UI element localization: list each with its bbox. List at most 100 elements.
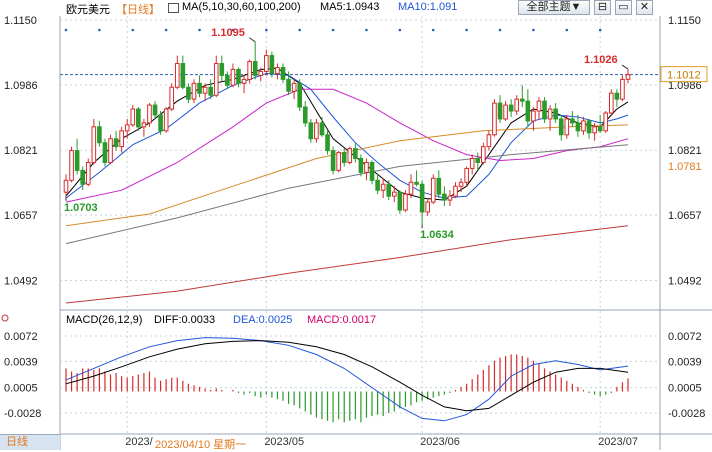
- candle-down: [236, 68, 241, 84]
- candle-down: [414, 181, 419, 185]
- current-price-label: 1.1012: [667, 70, 701, 82]
- candle-down: [386, 183, 392, 197]
- candle-down: [152, 104, 158, 116]
- candle-down: [369, 161, 375, 181]
- price-tick-label-right: 1.1150: [668, 15, 701, 27]
- candle-up: [163, 108, 169, 132]
- ma-settings-label[interactable]: MA(5,10,30,60,100,200): [182, 1, 301, 13]
- event-marker: [498, 28, 502, 32]
- event-marker: [565, 28, 569, 32]
- ma-line-ma10: [65, 72, 629, 199]
- close-icon[interactable]: ✕: [636, 0, 653, 15]
- macd-tick-label-left: -0.0028: [4, 408, 41, 420]
- date-tick-label: 2023/: [125, 436, 153, 448]
- candle-up: [430, 177, 436, 203]
- period-label[interactable]: 【日线】: [116, 4, 160, 16]
- candle-up: [608, 92, 614, 114]
- event-marker: [398, 28, 402, 32]
- candle-down: [158, 114, 163, 132]
- candle-down: [519, 98, 525, 102]
- price-tick-label-right: 1.0986: [668, 80, 702, 92]
- candle-up: [174, 63, 180, 88]
- candle-up: [447, 195, 453, 201]
- candle-down: [330, 150, 336, 171]
- window-icon[interactable]: ▭: [615, 0, 632, 15]
- candle-down: [475, 158, 481, 163]
- candle-up: [347, 148, 353, 163]
- toolbar: 欧元美元 【日线】 MA(5,10,30,60,100,200) MA5:1.0…: [0, 0, 712, 16]
- event-marker: [598, 28, 602, 32]
- candle-up: [130, 108, 136, 126]
- macd-tick-label-left: 0.0005: [4, 383, 38, 395]
- candle-down: [508, 104, 514, 112]
- ma-line-ma200: [65, 225, 629, 304]
- crosshair-icon: [1, 314, 9, 322]
- date-tick-label: 2023/06: [420, 436, 460, 448]
- candle-up: [425, 201, 430, 213]
- macd-dea-line: [65, 340, 629, 412]
- candle-down: [74, 150, 80, 171]
- price-tick-label-left: 1.1150: [4, 15, 37, 27]
- candle-up: [458, 181, 464, 187]
- annotation-1-0634: 1.0634: [420, 229, 455, 241]
- macd-tick-label-left: 0.0039: [4, 356, 38, 368]
- ma10-value: MA10:1.091: [398, 1, 458, 13]
- candle-down: [558, 118, 564, 136]
- annotation-1-1026: 1.1026: [584, 54, 618, 66]
- ma-settings-icon[interactable]: [168, 3, 179, 13]
- event-marker: [265, 28, 268, 32]
- date-tick-label: 2023/07: [598, 436, 638, 448]
- candle-down: [102, 142, 108, 163]
- ma-line-ma30: [65, 88, 629, 203]
- candle-up: [147, 104, 152, 124]
- candle-down: [575, 122, 581, 132]
- macd-diff-value: DIFF:0.0033: [154, 314, 216, 326]
- candle-down: [280, 66, 286, 80]
- candle-up: [108, 138, 113, 163]
- ma-line-ma100: [65, 144, 629, 245]
- macd-tick-label-right: 0.0039: [668, 356, 702, 368]
- candle-up: [603, 112, 609, 132]
- price-tick-label-right: 1.0657: [668, 210, 702, 222]
- ma-price-label: 1.0781: [668, 161, 702, 173]
- candle-down: [570, 118, 575, 124]
- candle-up: [202, 86, 208, 94]
- candle-up: [119, 130, 124, 148]
- current-price-box: [660, 66, 708, 83]
- period-tab[interactable]: 日线: [0, 434, 60, 450]
- candle-down: [358, 158, 364, 173]
- event-marker: [431, 28, 435, 32]
- candle-up: [91, 126, 97, 163]
- candle-down: [252, 61, 258, 76]
- candle-up: [391, 191, 397, 197]
- candle-up: [69, 150, 74, 181]
- candle-down: [436, 177, 442, 195]
- candle-up: [63, 179, 69, 193]
- candle-up: [169, 86, 175, 110]
- candle-up: [453, 185, 458, 197]
- ma5-value: MA5:1.0943: [320, 1, 380, 13]
- candle-down: [308, 122, 314, 140]
- candle-up: [464, 167, 469, 183]
- event-marker: [331, 28, 335, 32]
- event-marker: [131, 28, 135, 32]
- event-marker: [198, 28, 201, 32]
- candle-down: [208, 86, 213, 96]
- candle-down: [319, 122, 325, 136]
- candle-down: [325, 134, 330, 152]
- candle-up: [241, 78, 247, 84]
- candle-up: [625, 74, 631, 80]
- candle-up: [380, 183, 386, 191]
- minimize-icon[interactable]: ⊟: [594, 0, 611, 15]
- candle-up: [514, 98, 520, 112]
- candle-up: [408, 181, 414, 195]
- annotation-pointer: [621, 64, 629, 70]
- price-tick-label-right: 1.0821: [668, 145, 702, 157]
- candle-down: [419, 183, 425, 213]
- event-marker: [365, 28, 368, 32]
- candle-up: [481, 146, 486, 163]
- all-themes-button[interactable]: 全部主题▼: [518, 0, 590, 15]
- candle-down: [597, 126, 603, 132]
- candle-up: [247, 61, 252, 80]
